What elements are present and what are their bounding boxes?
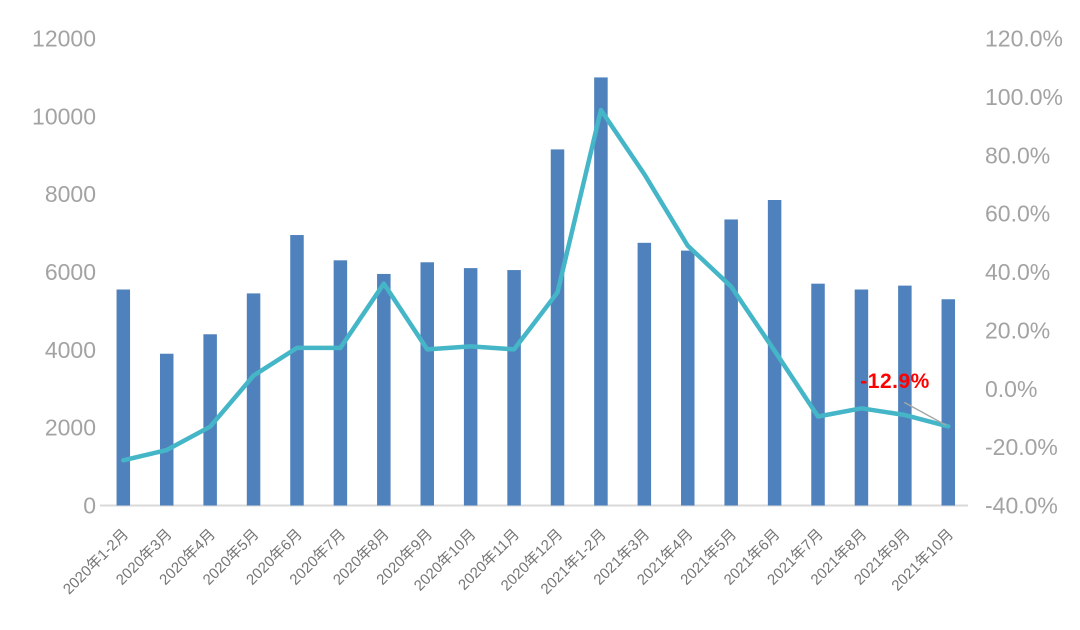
left-axis-tick: 12000 — [32, 26, 96, 52]
x-axis-label: 2020年1-2月 — [60, 526, 132, 598]
bar — [377, 273, 391, 506]
bar — [507, 270, 521, 506]
left-axis-tick: 6000 — [45, 259, 96, 285]
right-axis-tick: -20.0% — [985, 434, 1058, 460]
right-axis-tick: 0.0% — [985, 376, 1037, 402]
bar — [550, 149, 565, 506]
bar — [811, 283, 825, 506]
bar — [463, 268, 478, 506]
bar — [290, 235, 304, 506]
bar — [420, 262, 434, 506]
bar — [159, 353, 174, 506]
bar — [246, 293, 261, 506]
bar — [854, 289, 869, 506]
right-axis-tick: 120.0% — [985, 26, 1063, 52]
right-axis-tick: 40.0% — [985, 259, 1050, 285]
right-axis-tick: 100.0% — [985, 84, 1063, 110]
left-axis-tick: 0 — [83, 493, 96, 519]
right-axis-tick: 80.0% — [985, 142, 1050, 168]
bar — [333, 260, 348, 506]
right-axis-tick: -40.0% — [985, 493, 1058, 519]
bar — [941, 299, 956, 506]
bar — [681, 250, 695, 506]
bar — [594, 77, 608, 506]
right-axis-tick: 20.0% — [985, 317, 1050, 343]
bar — [116, 289, 131, 506]
left-axis-tick: 8000 — [45, 181, 96, 207]
bar — [898, 285, 912, 506]
left-axis-tick: 10000 — [32, 103, 96, 129]
left-axis-tick: 2000 — [45, 415, 96, 441]
annotation-label: -12.9% — [860, 370, 930, 394]
trend-line — [121, 107, 951, 463]
right-axis-tick: 60.0% — [985, 201, 1050, 227]
left-axis-tick: 4000 — [45, 337, 96, 363]
bar — [637, 242, 652, 506]
bar — [203, 334, 217, 506]
bar — [724, 219, 738, 506]
annotation-leader-line — [903, 401, 947, 427]
